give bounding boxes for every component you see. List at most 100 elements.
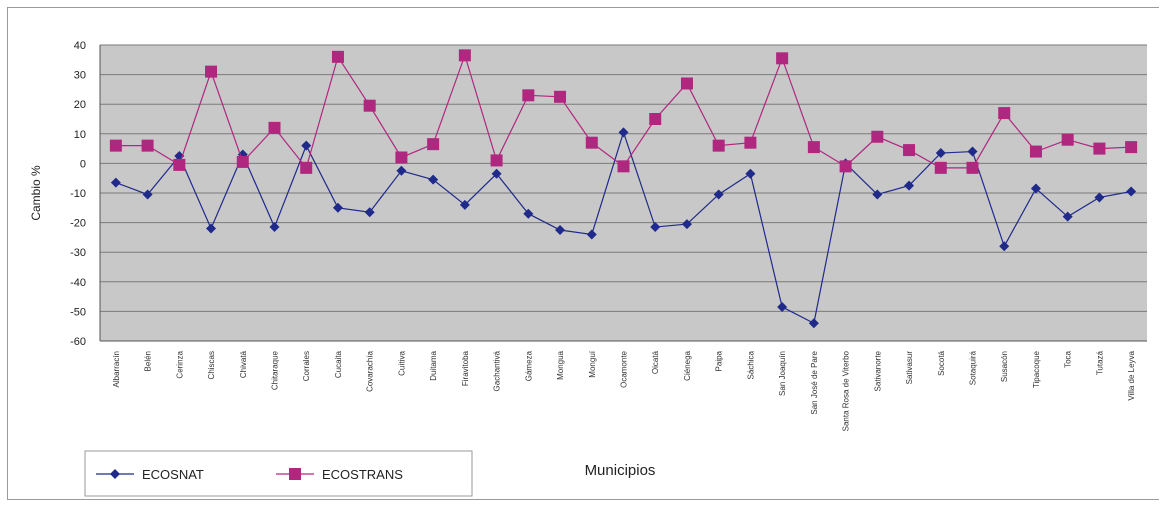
y-tick-label: -40 <box>70 277 86 289</box>
x-tick-label: Oicatá <box>651 350 660 374</box>
x-tick-label: Albarracín <box>112 351 121 387</box>
data-point <box>109 139 122 152</box>
y-tick-label: -50 <box>70 306 86 318</box>
x-tick-label: Cuítiva <box>397 350 406 375</box>
data-point <box>1061 133 1074 146</box>
x-tick-label: Belén <box>144 351 153 371</box>
y-tick-label: 30 <box>74 70 86 82</box>
x-tick-label: Chiscas <box>207 351 216 379</box>
x-tick-label: Corrales <box>302 351 311 381</box>
legend-item-ecostrans: ECOSTRANS <box>276 467 403 482</box>
x-tick-label: Cucaita <box>334 350 343 378</box>
y-tick-label: 40 <box>74 40 86 52</box>
data-point <box>1062 211 1073 222</box>
x-tick-label: Santa Rosa de Viterbo <box>842 350 851 431</box>
data-point <box>871 130 884 143</box>
x-tick-label: Sativanorte <box>873 350 882 391</box>
x-axis-ticks: Albarracín Belén Cerinza Chiscas Chivatá Chit… <box>112 350 1136 431</box>
x-tick-label: Tipacoque <box>1032 350 1041 388</box>
data-point <box>301 140 312 151</box>
x-tick-label: Sotaquirá <box>969 350 978 385</box>
x-tick-label: Chitaraque <box>271 350 280 390</box>
data-point <box>523 208 534 219</box>
data-point <box>142 189 153 200</box>
series-layer <box>109 49 1138 329</box>
x-tick-label: Chivatá <box>239 350 248 378</box>
data-point <box>808 318 819 329</box>
data-point <box>458 49 471 62</box>
data-point <box>268 121 281 134</box>
y-tick-label: -20 <box>70 218 86 230</box>
data-point <box>680 77 693 90</box>
series-ecostrans <box>109 49 1138 174</box>
data-point <box>555 225 566 235</box>
data-point <box>141 139 154 152</box>
data-point <box>903 144 916 157</box>
data-point <box>459 199 470 210</box>
x-axis-title: Municipios <box>585 462 656 479</box>
y-tick-label: -30 <box>70 247 86 259</box>
x-tick-label: Paipa <box>715 350 724 371</box>
y-tick-label: -10 <box>70 188 86 200</box>
y-tick-label: 0 <box>80 158 86 170</box>
data-point <box>522 89 535 102</box>
data-point <box>713 189 724 200</box>
data-point <box>618 127 629 138</box>
x-tick-label: Mongua <box>556 350 565 379</box>
data-point <box>236 155 249 168</box>
x-tick-label: Ciénega <box>683 350 692 380</box>
y-tick-label: -60 <box>70 336 86 348</box>
data-point <box>269 222 280 233</box>
data-point <box>173 158 186 171</box>
data-point <box>110 177 121 188</box>
x-tick-label: Tutazá <box>1095 350 1104 375</box>
data-point <box>364 207 375 218</box>
x-tick-label: Sáchica <box>746 350 755 379</box>
data-point <box>1126 186 1137 197</box>
x-tick-label: Socotá <box>937 350 946 375</box>
legend: ECOSNAT ECOSTRANS <box>84 450 473 497</box>
data-point <box>839 160 852 173</box>
x-tick-label: Sativasur <box>905 351 914 385</box>
data-point <box>363 99 376 112</box>
data-point <box>649 113 662 125</box>
data-point <box>966 161 979 174</box>
data-point <box>934 161 947 174</box>
x-tick-label: Toca <box>1064 350 1073 367</box>
data-point <box>300 161 313 174</box>
data-point <box>395 151 408 164</box>
legend-marker <box>110 469 120 479</box>
data-point <box>777 301 788 312</box>
data-point <box>1029 145 1042 158</box>
data-point <box>554 90 567 103</box>
data-point <box>585 136 598 149</box>
x-tick-label: Susacón <box>1000 351 1009 382</box>
data-point <box>745 168 756 179</box>
data-point <box>428 174 439 185</box>
data-point <box>490 154 503 167</box>
x-tick-label: Gachantivá <box>493 350 502 391</box>
legend-label: ECOSTRANS <box>322 467 403 482</box>
x-tick-label: Cerinza <box>175 350 184 378</box>
y-tick-label: 20 <box>74 99 86 111</box>
y-axis-ticks: 40 30 20 10 0 -10 -20 -30 -40 -50 -60 <box>70 40 86 348</box>
data-point <box>872 189 883 200</box>
x-tick-label: Duitama <box>429 350 438 380</box>
data-point <box>999 241 1010 252</box>
data-point <box>935 148 946 159</box>
data-point <box>586 229 597 240</box>
data-point <box>681 219 692 230</box>
x-tick-label: Covarachía <box>366 350 375 391</box>
legend-item-ecosnat: ECOSNAT <box>96 467 204 482</box>
data-point <box>776 52 789 65</box>
x-tick-label: Ocamonte <box>620 350 629 387</box>
x-tick-label: Firavitoba <box>461 350 470 386</box>
data-point <box>205 65 218 78</box>
data-point <box>1094 192 1105 203</box>
data-point <box>807 141 820 154</box>
y-axis-title: Cambio % <box>29 165 43 221</box>
data-point <box>206 223 217 234</box>
data-point <box>491 168 502 179</box>
legend-label: ECOSNAT <box>142 467 204 482</box>
